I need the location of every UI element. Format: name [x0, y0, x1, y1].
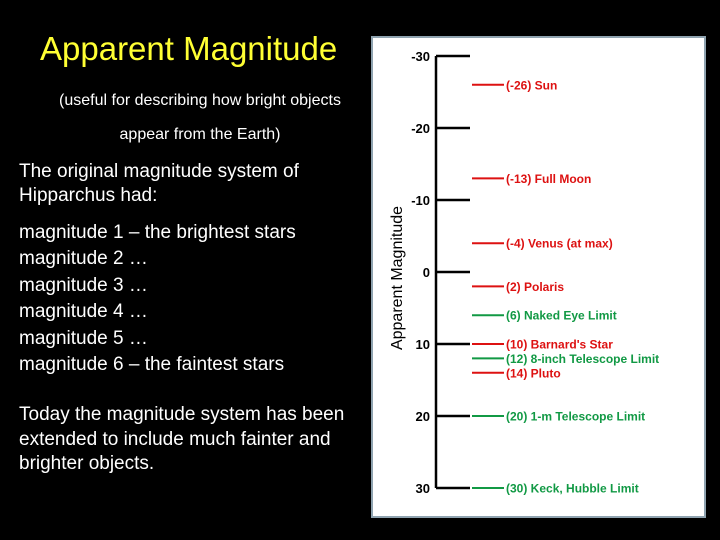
list-item: magnitude 2 …: [19, 248, 148, 270]
magnitude-list: magnitude 1 – the brightest stars magnit…: [19, 220, 369, 378]
tick-label: -10: [411, 193, 430, 208]
marker-label: (12) 8-inch Telescope Limit: [506, 352, 659, 366]
marker-label: (6) Naked Eye Limit: [506, 309, 617, 323]
marker-label: (10) Barnard's Star: [506, 338, 613, 352]
subtitle-line-2: appear from the Earth): [119, 126, 281, 143]
tick-label: -30: [411, 49, 430, 64]
slide-title: Apparent Magnitude: [40, 30, 338, 67]
tick-label: 10: [416, 337, 430, 352]
intro-text: The original magnitude system of Hipparc…: [19, 161, 299, 206]
list-item: magnitude 3 …: [19, 274, 148, 296]
marker-label: (-4) Venus (at max): [506, 237, 613, 251]
today-text: Today the magnitude system has been exte…: [19, 404, 345, 474]
magnitude-scale-panel: -30 -20 -10 0 10 20 30 (-26) Sun (-13) Full Moo…: [371, 36, 706, 518]
subtitle-line-1: (useful for describing how bright object…: [59, 92, 341, 109]
list-item: magnitude 4 …: [19, 301, 148, 323]
marker-label: (20) 1-m Telescope Limit: [506, 410, 645, 424]
marker-label: (-13) Full Moon: [506, 172, 591, 186]
y-axis-label: Apparent Magnitude: [389, 206, 406, 350]
list-item: magnitude 6 – the faintest stars: [19, 354, 285, 376]
tick-label: -20: [411, 121, 430, 136]
magnitude-scale-chart: -30 -20 -10 0 10 20 30 (-26) Sun (-13) Full Moo…: [389, 49, 659, 496]
marker-label: (-26) Sun: [506, 78, 557, 92]
tick-label: 0: [423, 265, 430, 280]
list-item: magnitude 5 …: [19, 327, 148, 349]
list-item: magnitude 1 – the brightest stars: [19, 222, 296, 243]
marker-label: (2) Polaris: [506, 280, 564, 294]
slide-subtitle: (useful for describing how bright object…: [20, 84, 380, 152]
marker-label: (14) Pluto: [506, 366, 561, 380]
marker-label: (30) Keck, Hubble Limit: [506, 482, 639, 496]
tick-label: 20: [416, 409, 430, 424]
tick-label: 30: [416, 481, 430, 496]
